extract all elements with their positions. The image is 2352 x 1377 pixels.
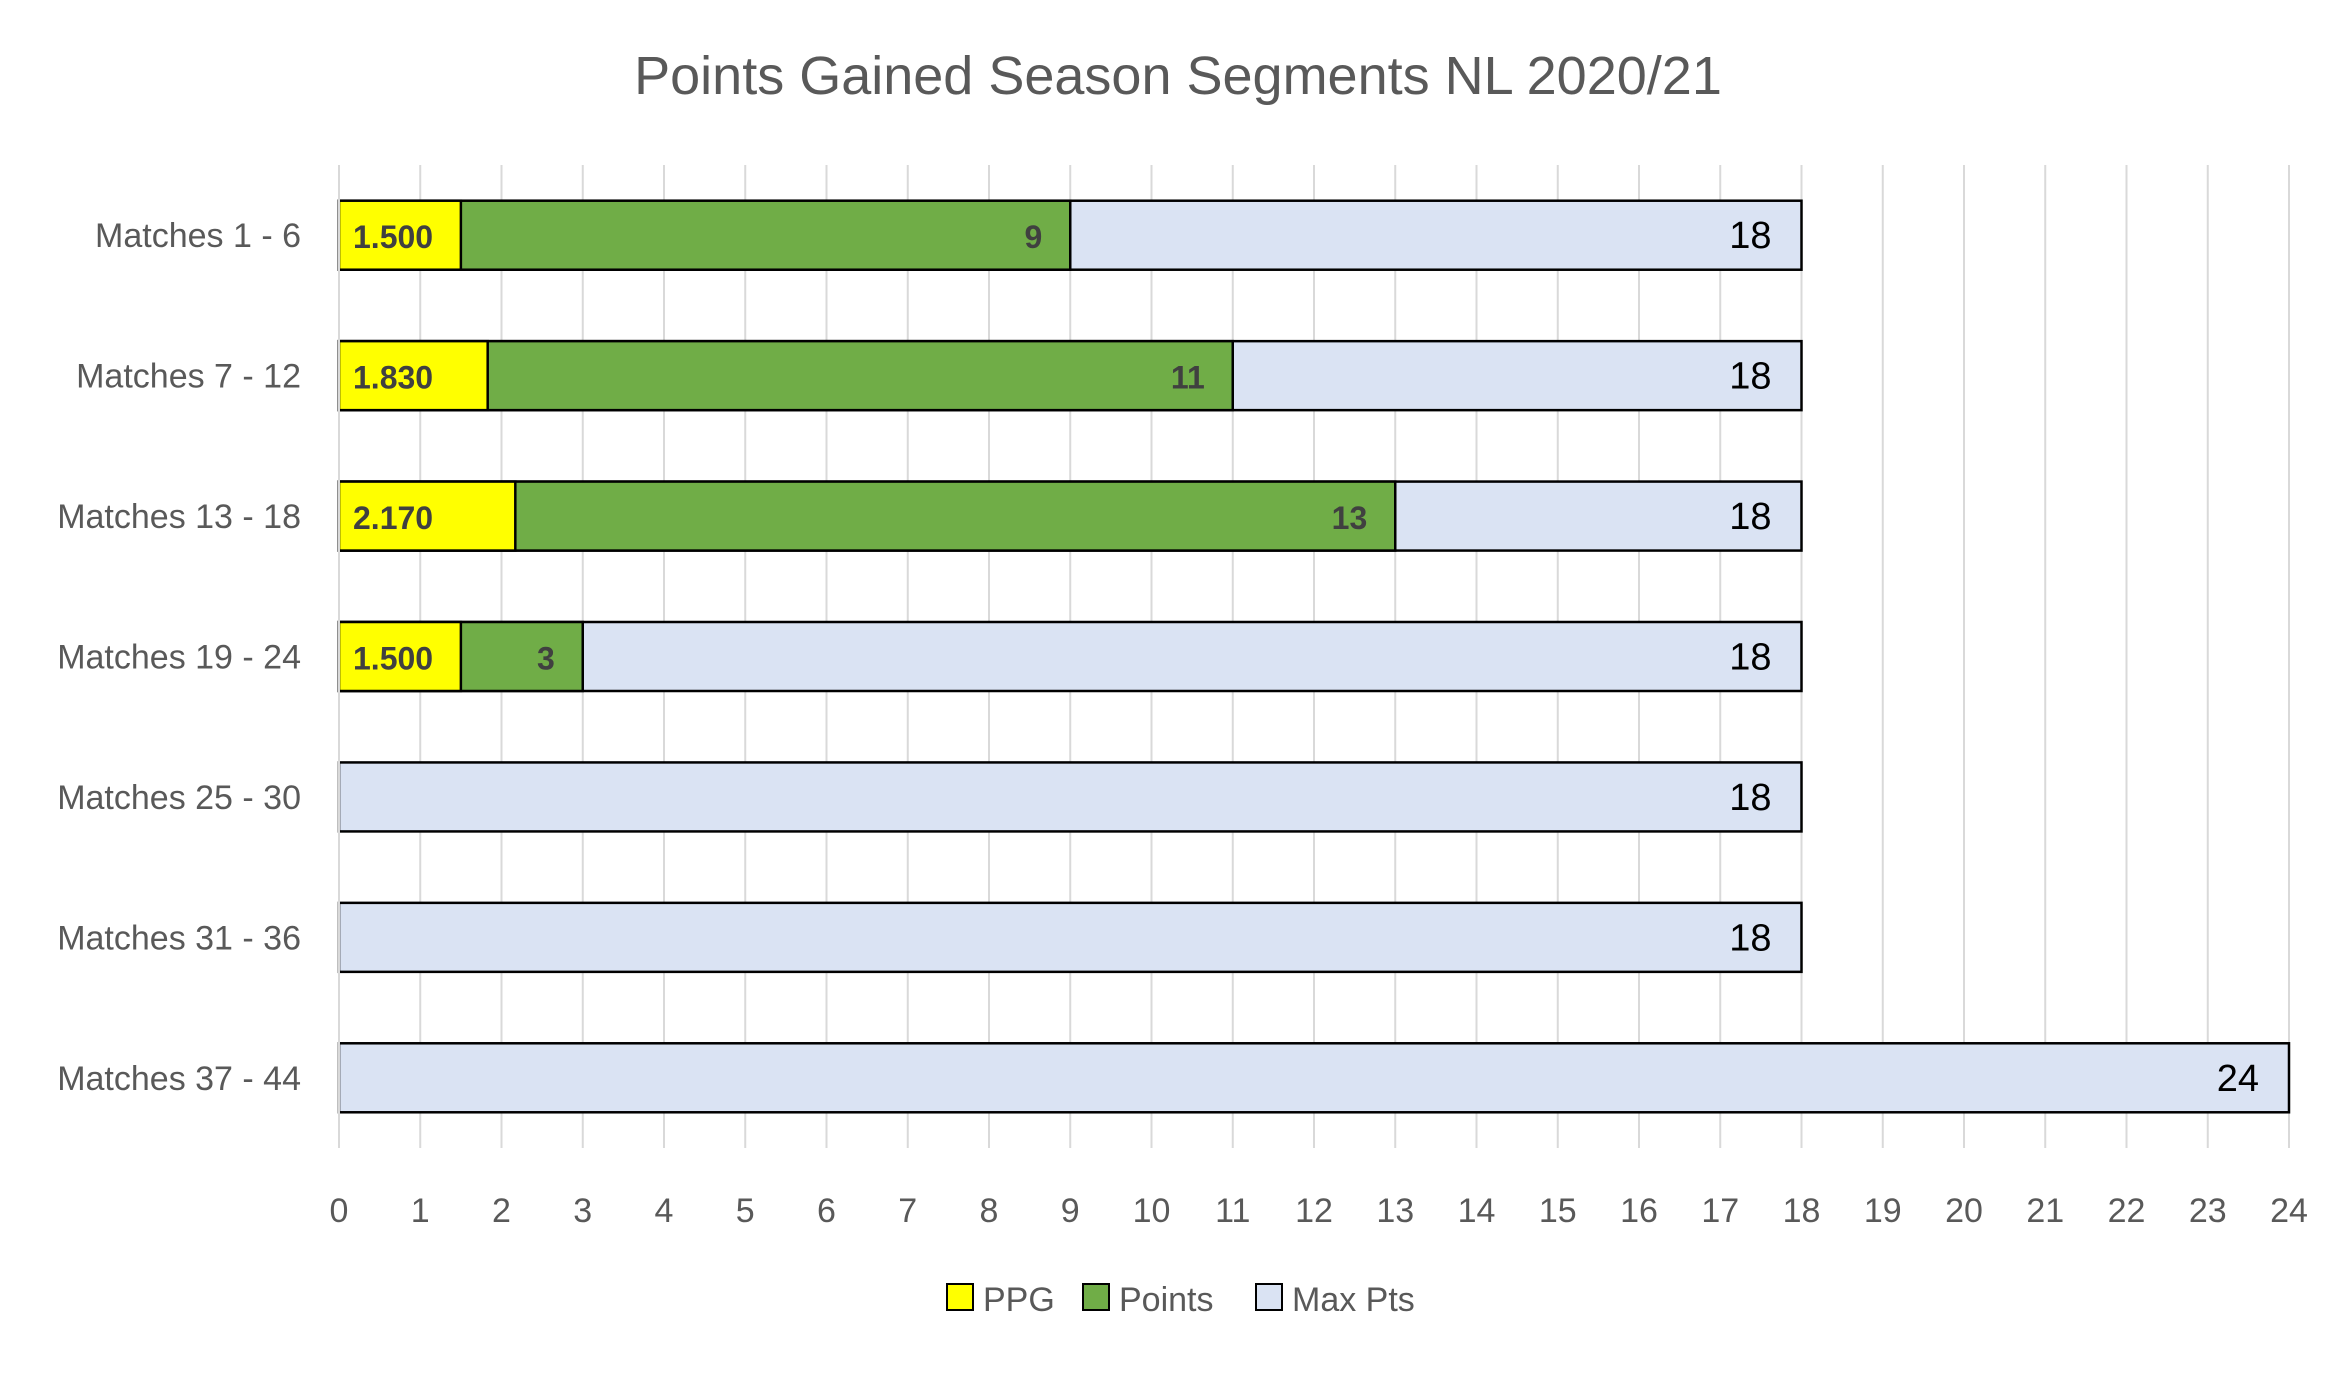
data-label-max-pts: 18	[1729, 356, 1771, 398]
legend-swatch-points	[1082, 1283, 1110, 1311]
x-tick-label: 7	[898, 1192, 917, 1230]
x-tick-label: 19	[1864, 1192, 1902, 1230]
x-tick-label: 11	[1215, 1192, 1250, 1230]
x-tick-label: 10	[1133, 1192, 1171, 1230]
data-label-max-pts: 18	[1729, 917, 1771, 959]
data-label-max-pts: 18	[1729, 496, 1771, 538]
data-label-points: 13	[1332, 500, 1368, 536]
data-label-max-pts: 18	[1729, 777, 1771, 819]
data-label-points: 9	[1024, 219, 1042, 255]
x-tick-label: 15	[1539, 1192, 1577, 1230]
data-label-points: 11	[1171, 360, 1205, 396]
x-tick-label: 23	[2189, 1192, 2227, 1230]
legend-swatch-max-pts	[1255, 1283, 1283, 1311]
category-label: Matches 19 - 24	[57, 639, 301, 677]
data-label-max-pts: 18	[1729, 215, 1771, 257]
data-label-max-pts: 18	[1729, 637, 1771, 679]
x-tick-label: 20	[1945, 1192, 1983, 1230]
x-tick-label: 9	[1061, 1192, 1080, 1230]
category-label: Matches 31 - 36	[57, 919, 301, 957]
bar-max-pts	[337, 761, 1803, 833]
data-label-ppg: 1.500	[353, 219, 433, 255]
x-tick-label: 22	[2108, 1192, 2146, 1230]
bar-max-pts	[337, 1042, 2291, 1114]
legend-label: Points	[1119, 1281, 1214, 1319]
legend-label: PPG	[983, 1281, 1055, 1319]
x-tick-label: 17	[1701, 1192, 1739, 1230]
legend-label: Max Pts	[1292, 1281, 1415, 1319]
bar-ppg	[337, 199, 463, 271]
x-tick-label: 0	[330, 1192, 349, 1230]
category-label: Matches 13 - 18	[57, 498, 301, 536]
x-tick-label: 4	[655, 1192, 674, 1230]
data-label-points: 3	[537, 641, 555, 677]
data-label-ppg: 1.830	[353, 360, 433, 396]
bars	[337, 199, 2291, 1114]
x-tick-label: 1	[411, 1192, 430, 1230]
axes: 0 1 2 3 4 5 6 7 8 9 10 11 12 13 14 15 16 17 18 19 20 21 22 23 24…	[57, 165, 2308, 1230]
data-label-ppg: 2.170	[353, 500, 433, 536]
x-tick-label: 18	[1783, 1192, 1821, 1230]
category-label: Matches 37 - 44	[57, 1060, 301, 1098]
category-label: Matches 25 - 30	[57, 779, 301, 817]
x-tick-label: 13	[1376, 1192, 1414, 1230]
x-tick-label: 6	[817, 1192, 836, 1230]
legend-swatch-ppg	[946, 1283, 974, 1311]
data-label-ppg: 1.500	[353, 641, 433, 677]
bar-ppg	[337, 339, 489, 412]
chart-title: Points Gained Season Segments NL 2020/21	[634, 46, 1722, 106]
x-tick-label: 14	[1458, 1192, 1496, 1230]
data-label-max-pts: 24	[2217, 1058, 2259, 1100]
legend: PPG Points Max Pts	[946, 1281, 1415, 1319]
x-tick-label: 24	[2270, 1192, 2308, 1230]
data-labels: 18 18 18 18 18 18 24 9 11 13 3 1.500 1.830 2.170 1.500	[353, 215, 2259, 1100]
x-tick-label: 16	[1620, 1192, 1658, 1230]
x-tick-label: 2	[492, 1192, 511, 1230]
x-tick-label: 5	[736, 1192, 755, 1230]
bar-ppg	[337, 620, 463, 693]
bar-max-pts	[337, 901, 1803, 974]
x-tick-label: 12	[1295, 1192, 1333, 1230]
x-tick-label: 3	[573, 1192, 592, 1230]
x-tick-label: 21	[2026, 1192, 2064, 1230]
category-label: Matches 7 - 12	[76, 358, 301, 396]
category-label: Matches 1 - 6	[95, 217, 301, 255]
x-tick-label: 8	[980, 1192, 999, 1230]
